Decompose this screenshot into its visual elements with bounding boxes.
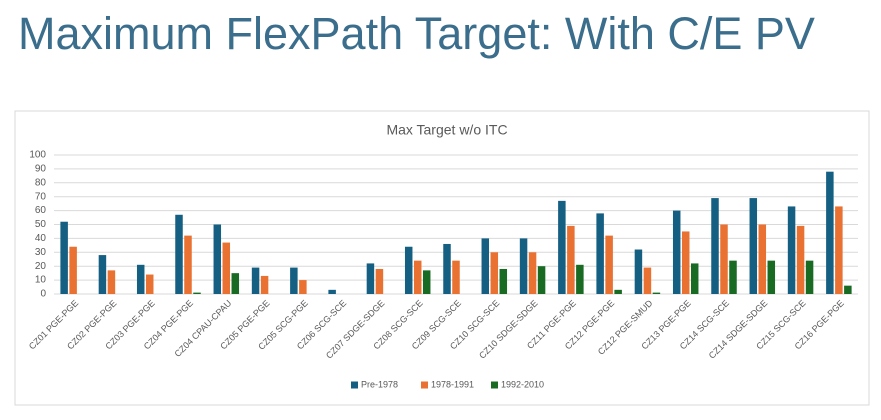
bar [767, 260, 776, 294]
y-tick-label: 100 [29, 150, 46, 161]
bar [826, 171, 834, 294]
bar [643, 267, 652, 294]
bar [681, 231, 690, 294]
bar [193, 292, 201, 294]
bar [519, 238, 528, 294]
bar [749, 198, 758, 294]
y-tick-label: 40 [35, 233, 47, 244]
bar [528, 252, 537, 294]
chart-title: Max Target w/o ITC [386, 122, 507, 138]
legend-label: 1992-2010 [501, 379, 544, 389]
bar [729, 260, 737, 294]
slide-title: Maximum FlexPath Target: With C/E PV [18, 8, 815, 59]
bar [443, 243, 451, 294]
bar [605, 235, 613, 294]
legend-label: 1978-1991 [431, 379, 474, 389]
bar [60, 221, 68, 294]
y-tick-label: 90 [35, 164, 47, 175]
bar [672, 210, 681, 294]
bar [805, 260, 814, 294]
bar [490, 252, 499, 294]
legend-swatch [421, 381, 428, 389]
y-tick-label: 20 [35, 261, 47, 272]
bar [844, 285, 852, 294]
bar [558, 200, 566, 294]
bar [184, 235, 192, 294]
bar [222, 242, 231, 294]
bar [537, 266, 546, 294]
bar [213, 224, 222, 294]
bar [260, 275, 269, 294]
bar [720, 224, 728, 294]
bar [835, 206, 843, 294]
bar [136, 264, 145, 294]
y-tick-label: 80 [35, 177, 47, 188]
bar [567, 225, 575, 294]
bar [690, 263, 699, 294]
legend-label: Pre-1978 [361, 379, 398, 389]
y-tick-label: 10 [35, 275, 47, 286]
bar [422, 270, 431, 294]
bar [251, 267, 260, 294]
bar [499, 268, 508, 294]
y-tick-label: 30 [35, 247, 47, 258]
y-tick-label: 70 [35, 191, 47, 202]
bar [375, 268, 384, 294]
legend-swatch [351, 381, 358, 389]
bar [452, 260, 460, 294]
y-tick-label: 0 [40, 289, 46, 300]
bar [596, 213, 604, 294]
bar [69, 246, 77, 294]
bar [413, 260, 422, 294]
bar [290, 267, 298, 294]
y-tick-label: 50 [35, 219, 47, 230]
y-tick-label: 60 [35, 205, 47, 216]
legend-swatch [491, 381, 498, 389]
bar [299, 280, 307, 294]
bar [796, 225, 805, 294]
bar [231, 273, 240, 294]
bar [787, 206, 796, 294]
bar [404, 246, 413, 294]
bar [107, 270, 116, 294]
bar [614, 289, 622, 294]
bar [98, 255, 107, 294]
bar [328, 289, 336, 294]
bar [366, 263, 375, 294]
bar [652, 292, 661, 294]
bar [576, 264, 584, 294]
bar [481, 238, 490, 294]
bar [634, 249, 643, 294]
bar [758, 224, 767, 294]
bar [145, 274, 154, 294]
bar [175, 214, 183, 294]
bar [711, 198, 719, 294]
